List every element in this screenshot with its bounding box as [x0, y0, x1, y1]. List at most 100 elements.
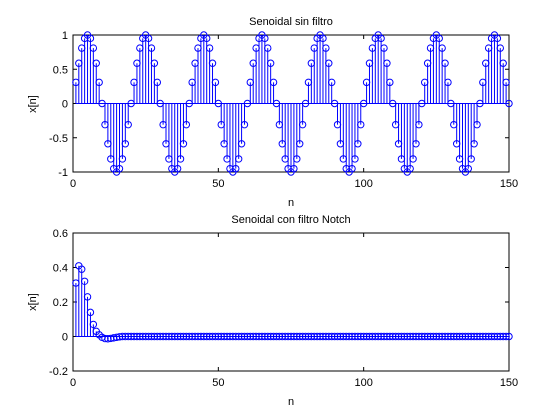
- stem-marker: [383, 332, 391, 341]
- stem-marker: [380, 44, 388, 52]
- stem-marker: [191, 332, 199, 341]
- stem-marker: [441, 59, 449, 67]
- stem-marker: [246, 332, 255, 341]
- stem-marker: [365, 332, 374, 341]
- stem-marker: [141, 332, 150, 341]
- stem-marker: [461, 332, 470, 341]
- x-tick-label: 150: [500, 377, 518, 389]
- ticks-2: 0 50 100 150-0.200.20.40.6: [49, 228, 518, 389]
- stem-marker: [319, 332, 327, 341]
- chart-title-2: Senoidal con filtro Notch: [231, 214, 350, 226]
- stem-marker: [339, 332, 348, 341]
- x-axis-label-2: n: [288, 396, 294, 408]
- stem-marker: [499, 332, 507, 341]
- stem-marker: [423, 332, 432, 341]
- stem-marker: [493, 34, 502, 43]
- stem-marker: [426, 332, 435, 341]
- stem-marker: [458, 332, 467, 341]
- stem-marker: [412, 332, 420, 341]
- stem-marker: [374, 332, 382, 341]
- chart-title-1: Senoidal sin filtro: [249, 16, 333, 28]
- stem-marker: [325, 332, 333, 341]
- stem-marker: [217, 332, 225, 341]
- stem-marker: [144, 332, 153, 341]
- stem-marker: [182, 332, 191, 341]
- stem-marker: [176, 155, 185, 163]
- stem-marker: [130, 332, 138, 341]
- stem-marker: [293, 332, 301, 341]
- stem-marker: [275, 332, 284, 341]
- stem-marker: [176, 332, 185, 341]
- stem-marker: [330, 332, 339, 341]
- stem-marker: [482, 332, 490, 341]
- y-tick-label: 0.4: [53, 263, 68, 275]
- stem-marker: [78, 265, 86, 273]
- stem-marker: [147, 332, 156, 341]
- stem-marker: [351, 155, 359, 163]
- stem-marker: [287, 332, 295, 341]
- stem-marker: [278, 332, 286, 341]
- x-tick-label: 150: [500, 178, 518, 190]
- ticks-1: 0 50 100 150 -1 -0.5 0 0.5 1: [49, 30, 518, 190]
- stem-marker: [83, 293, 92, 301]
- stem-marker: [208, 332, 217, 341]
- stem-marker: [298, 332, 307, 341]
- stem-marker: [272, 332, 281, 341]
- stem-marker: [406, 164, 414, 173]
- stem-marker: [327, 332, 336, 341]
- stem-marker: [319, 34, 327, 43]
- stem-marker: [118, 155, 127, 163]
- x-tick-label: 0: [70, 377, 76, 389]
- stem-marker: [258, 332, 266, 341]
- stem-marker: [214, 332, 223, 341]
- stem-marker: [296, 332, 304, 341]
- stem-marker: [368, 332, 377, 341]
- stem-marker: [345, 332, 353, 341]
- stem-marker: [322, 332, 330, 341]
- stem-marker: [409, 332, 417, 341]
- stem-marker: [240, 332, 249, 341]
- stems-2: [72, 262, 513, 343]
- stem-marker: [487, 332, 496, 341]
- stem-marker: [484, 332, 493, 341]
- stem-marker: [450, 332, 458, 341]
- stem-marker: [348, 164, 356, 173]
- stem-marker: [354, 332, 362, 341]
- stem-marker: [173, 332, 182, 341]
- stem-marker: [377, 34, 385, 43]
- stem-marker: [95, 78, 103, 87]
- stem-marker: [92, 59, 100, 67]
- stem-marker: [505, 99, 513, 108]
- stem-marker: [502, 78, 510, 87]
- stem-marker: [115, 333, 124, 341]
- stem-marker: [359, 332, 368, 341]
- stem-marker: [386, 332, 394, 341]
- stem-marker: [252, 332, 260, 341]
- stem-marker: [220, 332, 228, 341]
- stem-marker: [505, 332, 513, 341]
- stem-marker: [171, 332, 179, 341]
- stem-marker: [429, 332, 438, 341]
- stem-marker: [447, 332, 455, 341]
- stem-marker: [357, 120, 365, 129]
- stem-marker: [406, 332, 414, 341]
- stem-marker: [266, 332, 275, 341]
- stem-marker: [362, 332, 371, 341]
- stem-marker: [479, 332, 487, 341]
- stem-marker: [118, 332, 127, 341]
- stem-marker: [467, 155, 475, 163]
- stem-marker: [415, 120, 423, 129]
- stem-marker: [394, 332, 403, 341]
- stem-marker: [159, 332, 167, 341]
- stem-marker: [327, 78, 336, 87]
- stem-marker: [86, 308, 95, 317]
- stem-marker: [351, 332, 359, 341]
- stem-marker: [493, 332, 502, 341]
- stem-marker: [438, 332, 446, 341]
- stem-marker: [473, 120, 481, 129]
- stem-marker: [197, 332, 205, 341]
- stem-marker: [269, 78, 278, 87]
- stem-marker: [409, 155, 417, 163]
- stem-marker: [435, 332, 443, 341]
